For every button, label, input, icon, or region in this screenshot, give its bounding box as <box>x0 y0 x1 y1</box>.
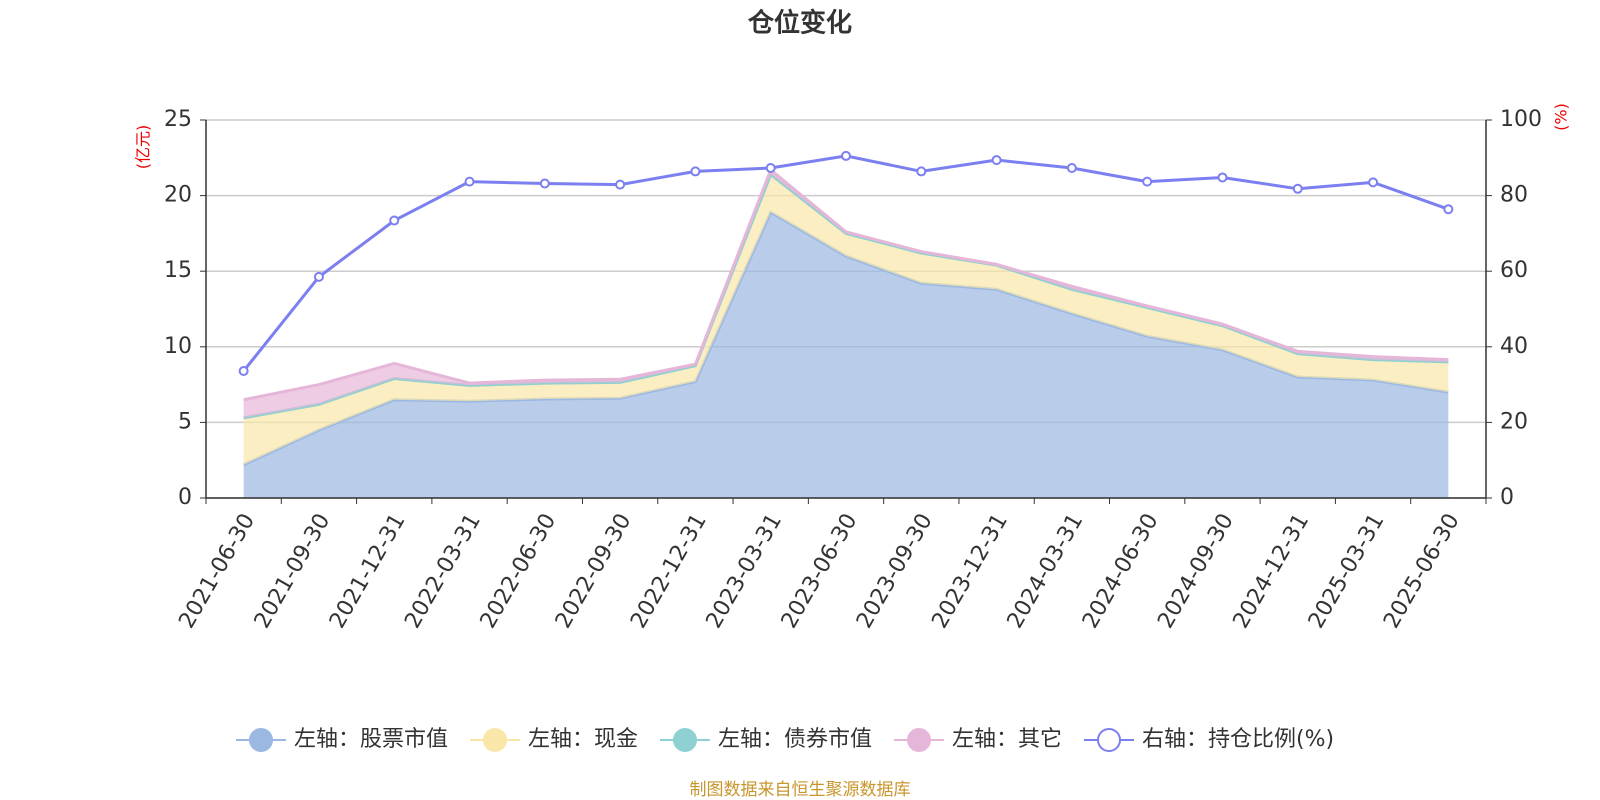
y-tick-label: 20 <box>164 183 192 208</box>
x-tick-label: 2021-12-31 <box>325 510 411 633</box>
line-point <box>313 271 324 282</box>
x-tick-label: 2022-06-30 <box>476 510 562 633</box>
x-tick-label: 2025-03-31 <box>1304 510 1390 633</box>
x-tick-label: 2024-03-31 <box>1003 510 1089 633</box>
line-point <box>916 166 927 177</box>
legend-label: 左轴：股票市值 <box>294 727 448 752</box>
y-tick-label: 0 <box>178 485 192 510</box>
legend-item: 左轴：现金 <box>470 727 638 752</box>
x-tick-label: 2023-03-31 <box>702 510 788 633</box>
x-tick-label: 2024-09-30 <box>1153 510 1239 633</box>
y2-tick-label: 0 <box>1500 485 1514 510</box>
line-point <box>1443 204 1454 215</box>
line-point <box>1292 183 1303 194</box>
y2-tick-label: 80 <box>1500 183 1528 208</box>
x-tick-label: 2022-09-30 <box>551 510 637 633</box>
x-tick-label: 2023-09-30 <box>852 510 938 633</box>
area-fill <box>243 174 1449 465</box>
x-tick-label: 2022-03-31 <box>400 510 486 633</box>
y-tick-label: 15 <box>164 258 192 283</box>
x-tick-label: 2025-06-30 <box>1379 510 1465 633</box>
line-point <box>389 215 400 226</box>
line-point <box>238 365 249 376</box>
legend-label: 左轴：其它 <box>952 727 1062 752</box>
legend-item: 左轴：股票市值 <box>236 727 448 752</box>
legend-item: 左轴：债券市值 <box>660 727 872 752</box>
legend-label: 右轴：持仓比例(%) <box>1142 727 1334 752</box>
source-note: 制图数据来自恒生聚源数据库 <box>690 780 911 800</box>
chart-title: 仓位变化 <box>747 8 852 39</box>
y-tick-label: 10 <box>164 334 192 359</box>
legend-item: 左轴：其它 <box>894 727 1062 752</box>
x-tick-label: 2021-09-30 <box>250 510 336 633</box>
y2-tick-label: 60 <box>1500 258 1528 283</box>
line-point <box>615 179 626 190</box>
y2-tick-label: 20 <box>1500 409 1528 434</box>
x-tick-label: 2022-12-31 <box>626 510 712 633</box>
legend-marker <box>673 728 697 752</box>
line-point <box>1066 163 1077 174</box>
legend-label: 左轴：现金 <box>528 727 638 752</box>
line-point <box>991 155 1002 166</box>
legend-marker <box>249 728 273 752</box>
legend-marker <box>907 728 931 752</box>
line-point <box>841 150 851 161</box>
y2-axis-label: (%) <box>1552 103 1571 131</box>
line-point <box>1368 177 1379 188</box>
line-point <box>1217 172 1228 183</box>
line-point <box>464 176 475 187</box>
y2-tick-label: 100 <box>1500 107 1542 132</box>
legend-marker <box>483 728 507 752</box>
line-point <box>765 163 776 174</box>
line-point <box>539 178 550 189</box>
x-tick-label: 2024-06-30 <box>1078 510 1164 633</box>
x-tick-label: 2024-12-31 <box>1229 510 1315 633</box>
y-axis-label: (亿元) <box>134 125 153 170</box>
x-tick-label: 2023-12-31 <box>927 510 1013 633</box>
area-line <box>243 167 1449 402</box>
area-fill <box>243 212 1449 498</box>
line-point <box>1142 176 1153 187</box>
y-tick-label: 5 <box>178 409 192 434</box>
y2-tick-label: 40 <box>1500 334 1528 359</box>
y-tick-label: 25 <box>164 107 192 132</box>
legend-marker <box>1097 728 1121 752</box>
line-point <box>690 166 701 177</box>
x-tick-label: 2021-06-30 <box>174 510 260 633</box>
x-tick-label: 2023-06-30 <box>777 510 863 633</box>
legend-item: 右轴：持仓比例(%) <box>1084 727 1334 752</box>
legend-label: 左轴：债券市值 <box>718 727 872 752</box>
